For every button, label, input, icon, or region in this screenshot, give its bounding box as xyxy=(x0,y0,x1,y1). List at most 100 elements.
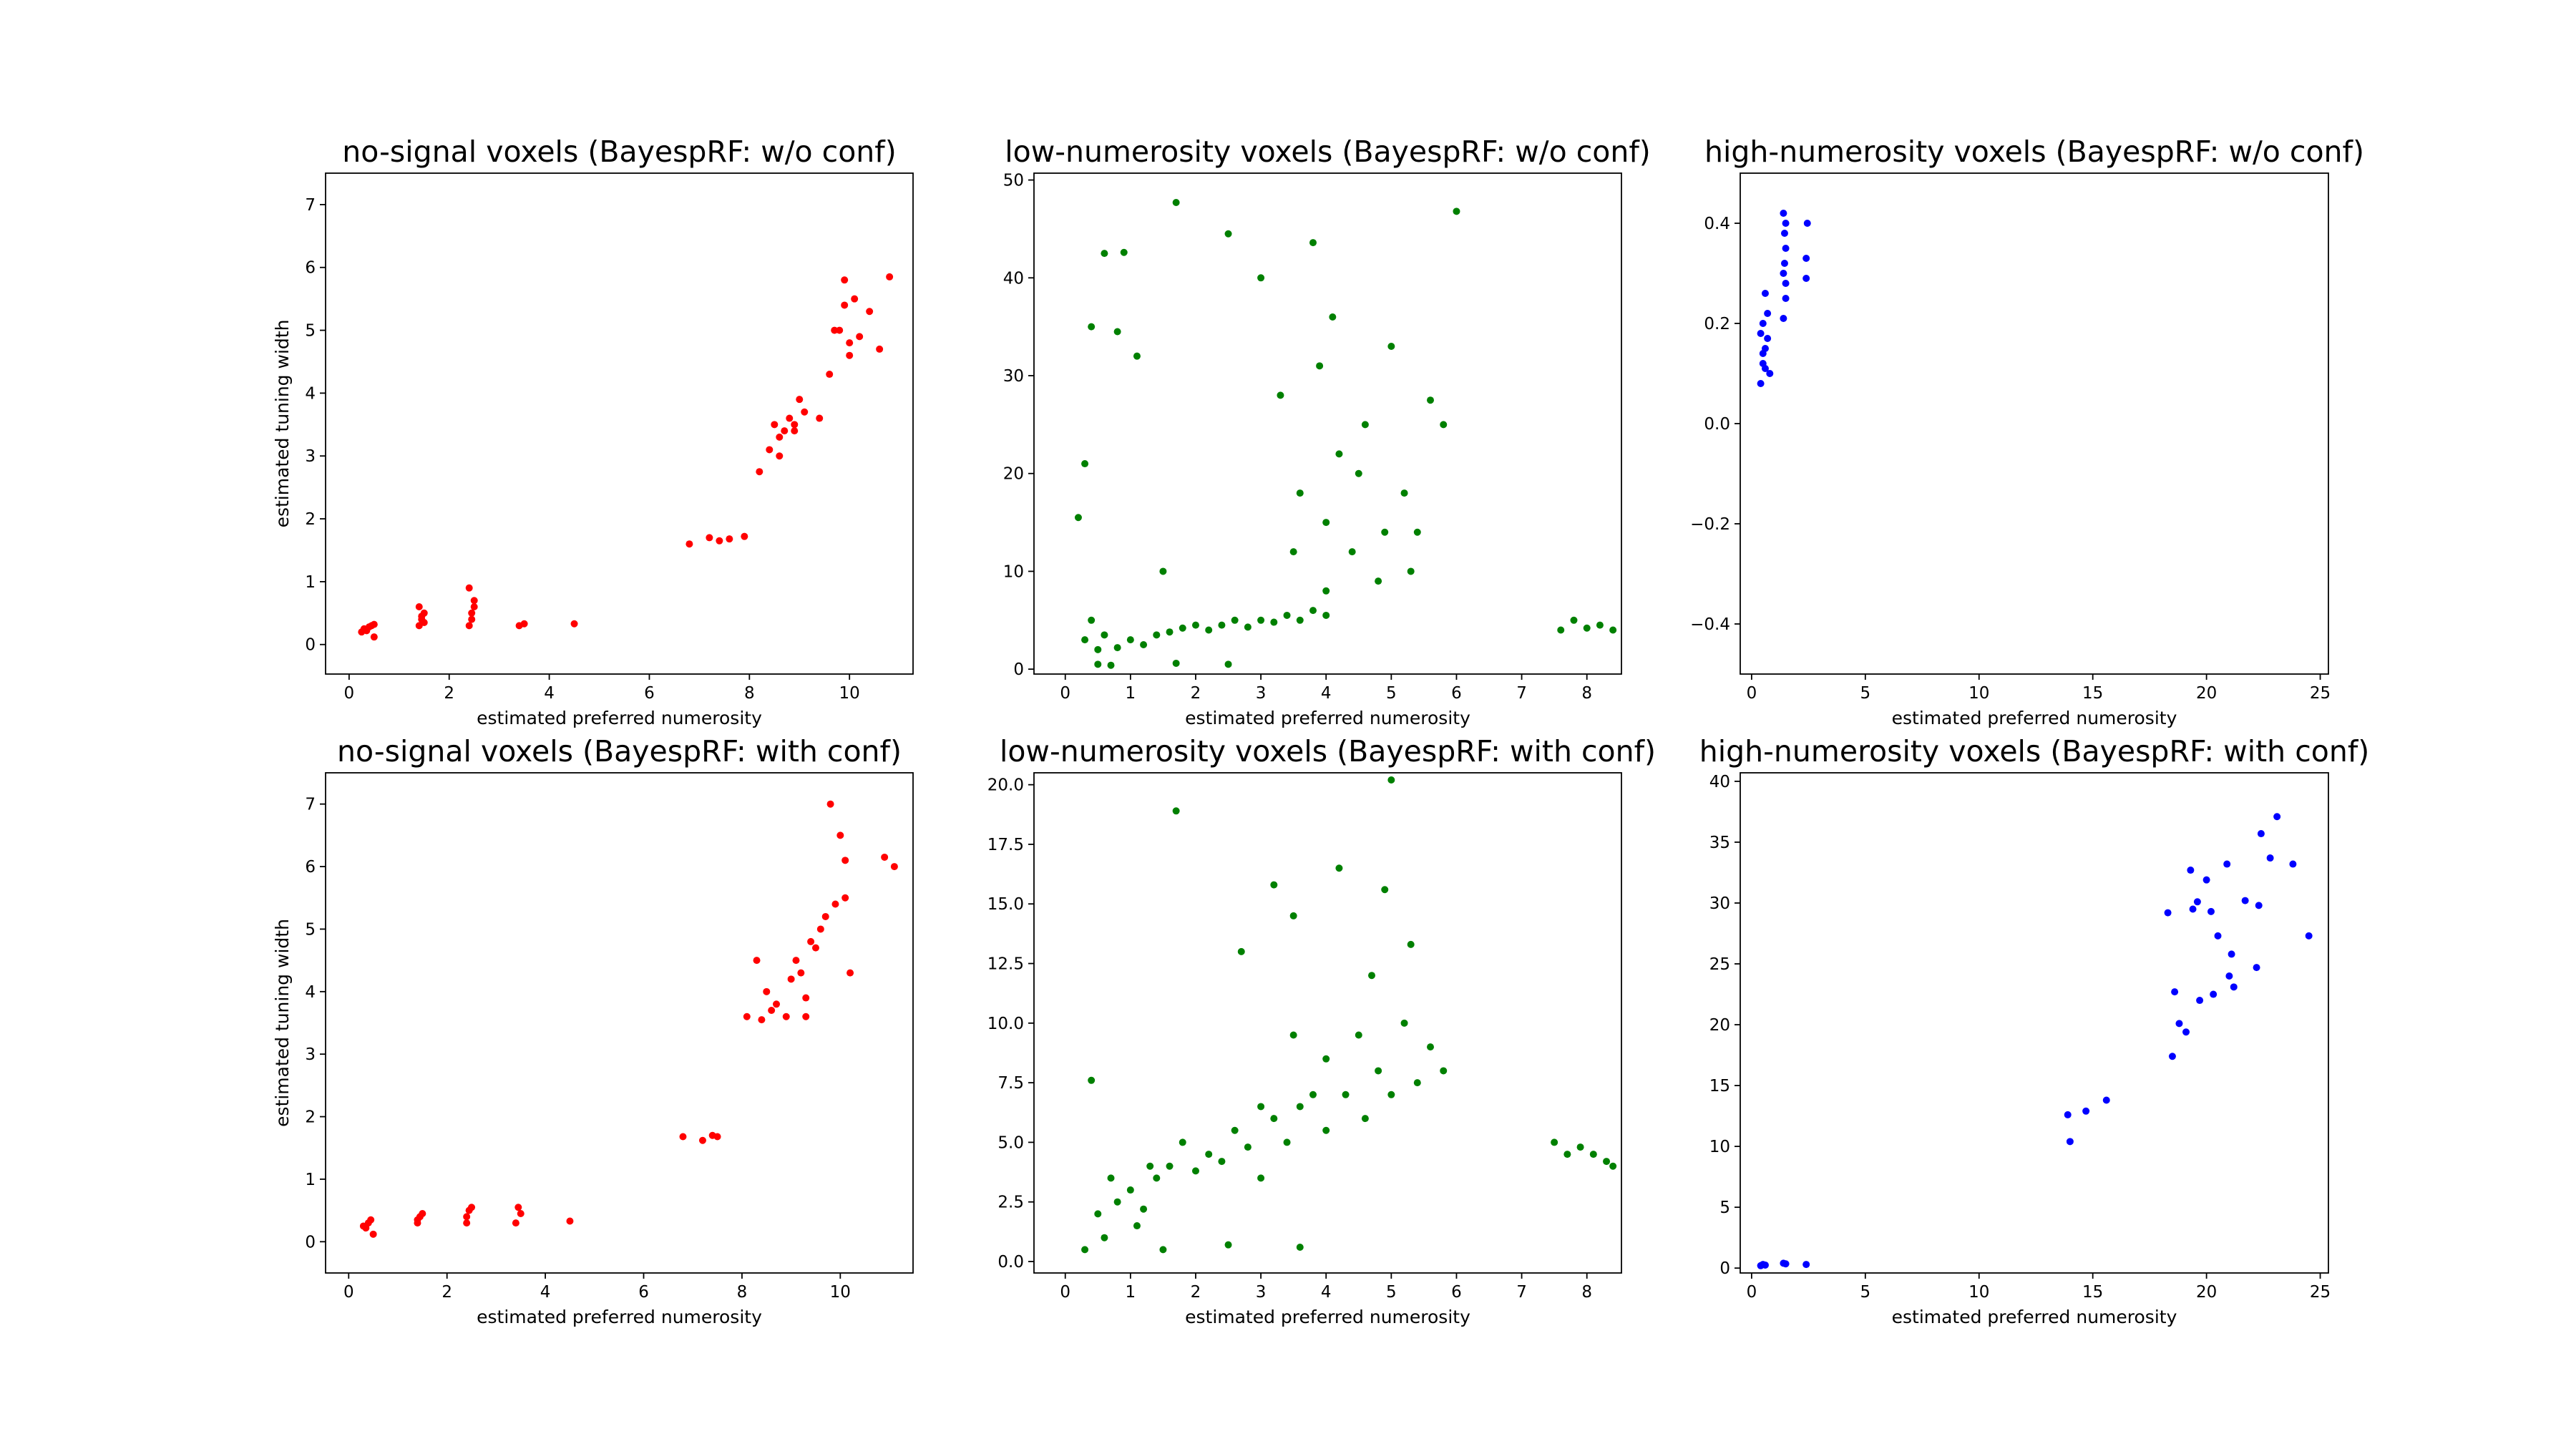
point xyxy=(1237,947,1245,955)
point xyxy=(1375,577,1382,585)
point xyxy=(367,1216,375,1224)
point xyxy=(468,1204,476,1211)
point xyxy=(1101,1234,1108,1241)
x-tick-label: 6 xyxy=(644,684,655,703)
point xyxy=(1802,255,1810,262)
point xyxy=(886,273,894,280)
point xyxy=(1159,1246,1167,1254)
x-tick-label: 6 xyxy=(1451,684,1462,703)
point xyxy=(2196,997,2204,1005)
point xyxy=(465,622,473,630)
point xyxy=(1088,323,1096,331)
point xyxy=(2257,830,2265,838)
axes-frame xyxy=(1033,172,1622,675)
y-tick-label: 0 xyxy=(1013,660,1024,679)
x-tick-label: 8 xyxy=(1581,684,1592,703)
point xyxy=(2189,905,2197,913)
point xyxy=(1113,1198,1121,1206)
y-tick-label: 5 xyxy=(1719,1199,1730,1217)
point xyxy=(1172,659,1180,667)
point xyxy=(846,351,854,359)
point xyxy=(1270,1115,1278,1123)
y-tick-label: 40 xyxy=(1709,773,1730,791)
point xyxy=(1427,396,1435,404)
point xyxy=(1205,626,1213,634)
y-tick-label: 5 xyxy=(305,322,316,341)
point xyxy=(2182,1028,2190,1036)
point xyxy=(369,1230,377,1238)
point xyxy=(1780,260,1788,267)
point xyxy=(856,333,864,341)
x-tick-label: 1 xyxy=(1126,684,1136,703)
x-tick-label: 3 xyxy=(1256,1283,1267,1302)
point xyxy=(679,1133,687,1141)
point xyxy=(1576,1143,1584,1151)
y-axis-label: estimated tuning width xyxy=(272,320,293,528)
y-tick-label: 20 xyxy=(1003,465,1024,484)
axes-frame xyxy=(325,772,914,1274)
x-tick-label: 8 xyxy=(1581,1283,1592,1302)
point xyxy=(726,535,733,543)
point xyxy=(1342,1091,1350,1098)
subplot-title: high-numerosity voxels (BayespRF: w/o co… xyxy=(1704,135,2364,169)
axes-frame xyxy=(325,172,914,675)
point xyxy=(1802,275,1810,282)
x-axis-label: estimated preferred numerosity xyxy=(1185,708,1470,728)
x-tick-label: 4 xyxy=(1321,684,1332,703)
point xyxy=(766,446,774,454)
point xyxy=(1570,616,1578,624)
point xyxy=(1603,1158,1611,1166)
point xyxy=(1440,421,1448,429)
x-tick-label: 0 xyxy=(343,1283,354,1302)
x-tick-label: 10 xyxy=(839,684,860,703)
point xyxy=(1133,1222,1141,1230)
point xyxy=(420,618,428,626)
point xyxy=(1191,1167,1199,1175)
point xyxy=(1368,972,1376,980)
point xyxy=(2193,898,2201,906)
subplot-title: no-signal voxels (BayespRF: with conf) xyxy=(337,734,902,769)
point xyxy=(1218,621,1226,629)
point xyxy=(1081,460,1089,468)
point xyxy=(2207,907,2215,915)
point xyxy=(1348,548,1356,556)
point xyxy=(1322,587,1330,595)
point xyxy=(1179,1138,1186,1146)
point xyxy=(1205,1151,1213,1158)
point xyxy=(1407,940,1415,948)
point xyxy=(1322,611,1330,619)
point xyxy=(1596,621,1604,629)
point xyxy=(1335,864,1343,872)
point xyxy=(1218,1158,1226,1166)
y-tick-label: 4 xyxy=(305,384,316,403)
y-tick-label: 7 xyxy=(305,796,316,814)
point xyxy=(1361,1115,1369,1123)
point xyxy=(753,957,761,965)
point xyxy=(1322,519,1330,527)
point xyxy=(1283,611,1291,619)
y-tick-label: 0.0 xyxy=(1704,415,1730,434)
point xyxy=(1101,631,1108,639)
point xyxy=(1133,352,1141,360)
point xyxy=(1166,1162,1174,1170)
point xyxy=(1413,528,1421,536)
point xyxy=(1113,328,1121,336)
point xyxy=(816,414,824,422)
point xyxy=(1140,640,1148,648)
x-axis-label: estimated preferred numerosity xyxy=(1185,1307,1470,1327)
y-tick-label: 7.5 xyxy=(997,1074,1024,1093)
point xyxy=(1296,489,1304,497)
point xyxy=(2066,1138,2074,1146)
x-tick-label: 0 xyxy=(1060,684,1070,703)
point xyxy=(512,1219,519,1227)
point xyxy=(1583,624,1591,632)
y-tick-label: 0 xyxy=(1719,1259,1730,1278)
point xyxy=(1381,886,1389,894)
point xyxy=(826,800,834,808)
y-tick-label: 3 xyxy=(305,447,316,466)
point xyxy=(743,1013,751,1020)
point xyxy=(1413,1079,1421,1087)
point xyxy=(1289,548,1297,556)
point xyxy=(2266,854,2274,862)
y-tick-label: 0.0 xyxy=(997,1253,1024,1272)
